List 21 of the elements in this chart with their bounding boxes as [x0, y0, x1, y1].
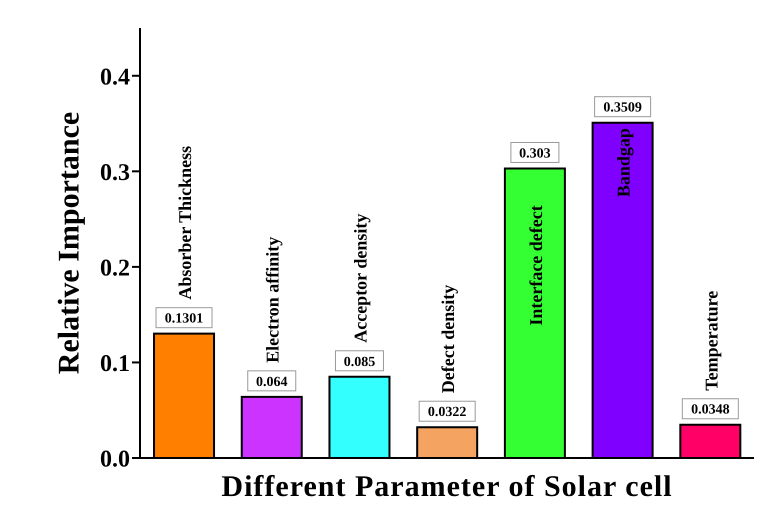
data-label: 0.0322 [428, 405, 466, 420]
x-tick-label: Defect density [438, 284, 458, 394]
data-label: 0.0348 [691, 402, 730, 418]
y-tick-label: 0.2 [100, 255, 130, 282]
data-label: 0.085 [344, 354, 376, 370]
x-tick-label: Bandgap [614, 128, 634, 198]
x-tick-label: Acceptor density [350, 214, 370, 343]
data-label: 0.1301 [164, 312, 204, 327]
data-label: 0.064 [256, 374, 288, 390]
y-tick-label: 0.4 [100, 64, 130, 90]
y-tick-label: 0.3 [100, 160, 130, 186]
x-tick-label: Electron affinity [262, 236, 283, 363]
y-axis-title: Relative Importance [52, 112, 86, 374]
x-axis-title: Different Parameter of Solar cell [221, 470, 673, 503]
data-label: 0.303 [519, 146, 551, 162]
data-label: 0.3509 [603, 100, 642, 116]
x-tick-label: Temperature [701, 290, 722, 391]
x-tick-label: Absorber Thickness [175, 146, 196, 300]
y-tick-label: 0.0 [100, 446, 130, 473]
y-tick-label: 0.1 [100, 350, 130, 377]
x-tick-label: Interface defect [526, 205, 546, 326]
